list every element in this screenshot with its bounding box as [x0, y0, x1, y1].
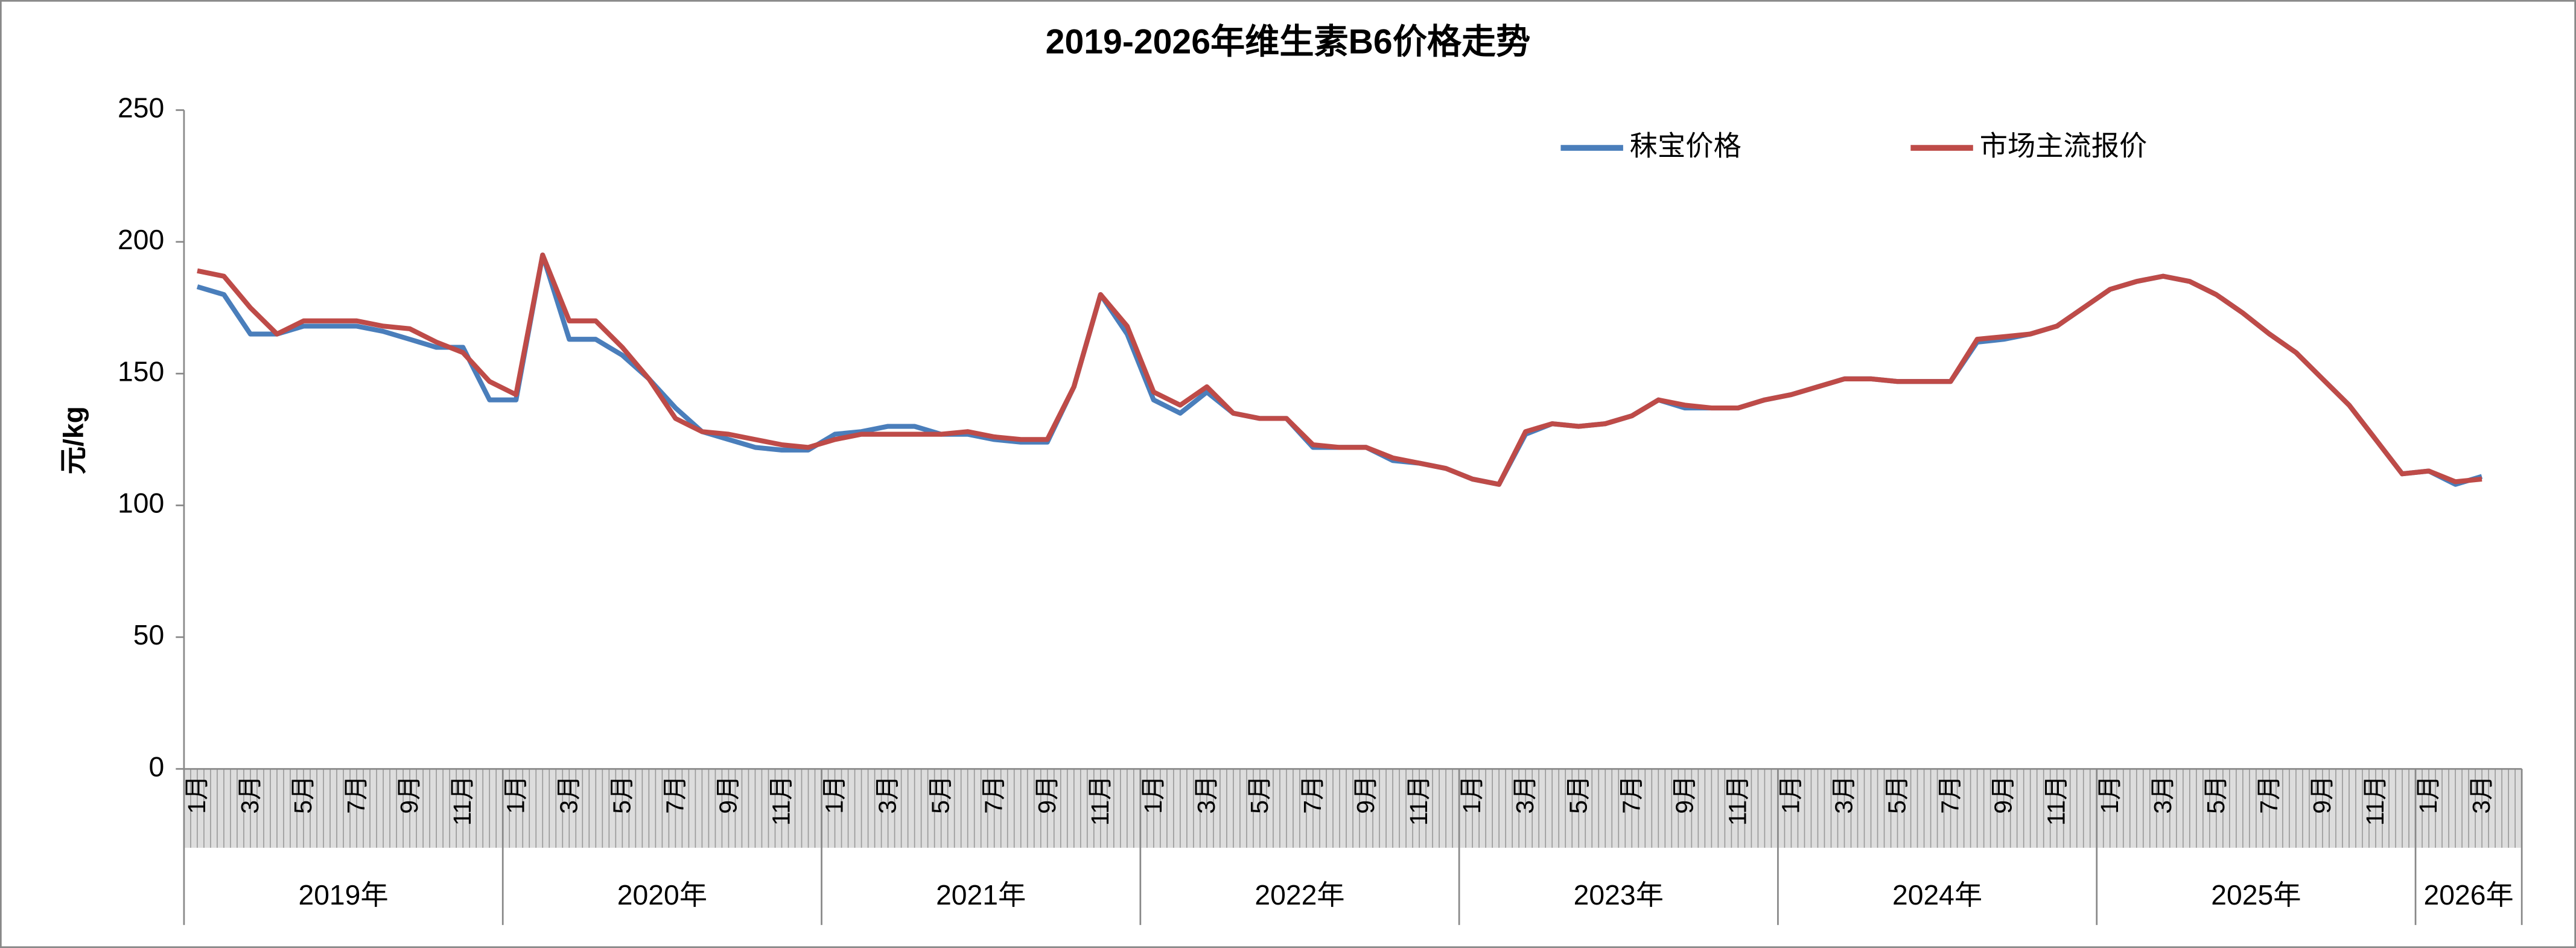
y-tick-label: 50 — [133, 619, 164, 651]
year-label: 2019年 — [298, 879, 388, 911]
year-label: 2023年 — [1574, 879, 1664, 911]
x-tick-label: 1月 — [183, 775, 211, 814]
year-label: 2020年 — [617, 879, 707, 911]
x-tick-label: 9月 — [1033, 775, 1061, 814]
x-tick-label: 3月 — [2467, 775, 2495, 814]
year-label: 2021年 — [936, 879, 1026, 911]
x-tick-label: 1月 — [1458, 775, 1486, 814]
x-tick-label: 7月 — [2255, 775, 2283, 814]
x-tick-label: 7月 — [980, 775, 1008, 814]
x-tick-label: 9月 — [1989, 775, 2017, 814]
x-tick-label: 11月 — [1086, 775, 1114, 826]
x-tick-label: 5月 — [927, 775, 955, 814]
y-tick-label: 0 — [149, 751, 165, 782]
x-tick-label: 7月 — [1936, 775, 1964, 814]
x-tick-label: 7月 — [661, 775, 689, 814]
year-label: 2025年 — [2211, 879, 2301, 911]
year-label: 2024年 — [1892, 879, 1982, 911]
x-tick-label: 5月 — [2202, 775, 2230, 814]
x-tick-label: 5月 — [289, 775, 317, 814]
x-tick-label: 3月 — [874, 775, 902, 814]
x-tick-label: 5月 — [1883, 775, 1911, 814]
series-line — [197, 252, 2482, 487]
x-tick-label: 11月 — [448, 775, 476, 826]
chart-title: 2019-2026年维生素B6价格走势 — [1046, 23, 1531, 62]
x-tick-label: 3月 — [555, 775, 582, 814]
x-tick-label: 7月 — [1617, 775, 1645, 814]
x-tick-label: 1月 — [821, 775, 848, 814]
y-tick-label: 100 — [118, 488, 164, 519]
x-tick-label: 9月 — [714, 775, 742, 814]
x-tick-label: 11月 — [1405, 775, 1433, 826]
x-tick-label: 1月 — [501, 775, 529, 814]
year-label: 2026年 — [2424, 879, 2514, 911]
x-tick-label: 11月 — [2043, 775, 2070, 826]
x-tick-label: 1月 — [1139, 775, 1167, 814]
legend-label: 市场主流报价 — [1980, 130, 2148, 161]
x-tick-label: 1月 — [2414, 775, 2442, 814]
legend-label: 秣宝价格 — [1630, 130, 1741, 161]
x-tick-label: 9月 — [1670, 775, 1698, 814]
x-tick-label: 9月 — [2308, 775, 2336, 814]
x-tick-label: 1月 — [2096, 775, 2123, 814]
y-tick-label: 150 — [118, 355, 164, 387]
x-tick-label: 9月 — [1352, 775, 1379, 814]
y-tick-label: 200 — [118, 224, 164, 255]
x-tick-label: 5月 — [1245, 775, 1273, 814]
x-tick-label: 1月 — [1776, 775, 1804, 814]
x-tick-label: 3月 — [1511, 775, 1539, 814]
y-tick-label: 250 — [118, 92, 164, 124]
x-tick-label: 3月 — [1830, 775, 1858, 814]
x-tick-label: 11月 — [1723, 775, 1751, 826]
x-tick-label: 9月 — [395, 775, 423, 814]
x-tick-label: 5月 — [608, 775, 635, 814]
x-tick-label: 11月 — [2361, 775, 2389, 826]
x-tick-label: 7月 — [1299, 775, 1326, 814]
x-tick-label: 3月 — [2149, 775, 2177, 814]
x-tick-label: 5月 — [1564, 775, 1592, 814]
y-axis-label: 元/kg — [57, 406, 89, 474]
x-tick-label: 3月 — [1192, 775, 1220, 814]
x-tick-label: 3月 — [236, 775, 264, 814]
year-label: 2022年 — [1255, 879, 1344, 911]
x-tick-label: 7月 — [342, 775, 370, 814]
x-tick-label: 11月 — [768, 775, 795, 826]
